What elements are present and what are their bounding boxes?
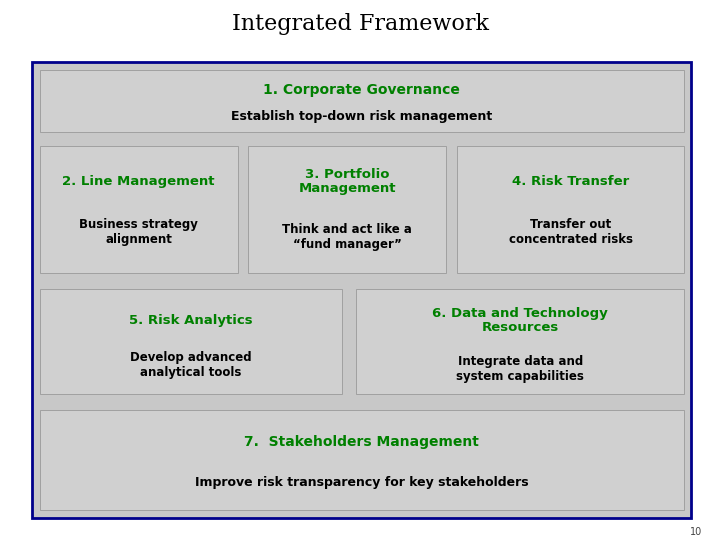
Text: 6. Data and Technology
Resources: 6. Data and Technology Resources [432, 307, 608, 334]
Text: Think and act like a
“fund manager”: Think and act like a “fund manager” [282, 223, 413, 251]
Text: Integrated Framework: Integrated Framework [232, 14, 488, 35]
Text: Improve risk transparency for key stakeholders: Improve risk transparency for key stakeh… [195, 476, 528, 489]
FancyBboxPatch shape [356, 289, 684, 394]
FancyBboxPatch shape [32, 62, 691, 518]
FancyBboxPatch shape [457, 146, 684, 273]
Text: 4. Risk Transfer: 4. Risk Transfer [512, 175, 629, 188]
FancyBboxPatch shape [248, 146, 446, 273]
Text: 1. Corporate Governance: 1. Corporate Governance [264, 83, 460, 97]
Text: 2. Line Management: 2. Line Management [63, 175, 215, 188]
Text: Integrate data and
system capabilities: Integrate data and system capabilities [456, 355, 584, 383]
Text: Establish top-down risk management: Establish top-down risk management [231, 110, 492, 123]
Text: 7.  Stakeholders Management: 7. Stakeholders Management [244, 435, 480, 449]
Text: 10: 10 [690, 527, 702, 537]
Text: Business strategy
alignment: Business strategy alignment [79, 218, 198, 246]
Text: 5. Risk Analytics: 5. Risk Analytics [129, 314, 253, 327]
FancyBboxPatch shape [40, 289, 342, 394]
Text: 3. Portfolio
Management: 3. Portfolio Management [299, 167, 396, 195]
Text: Develop advanced
analytical tools: Develop advanced analytical tools [130, 350, 251, 379]
FancyBboxPatch shape [40, 410, 684, 510]
FancyBboxPatch shape [40, 146, 238, 273]
Text: Transfer out
concentrated risks: Transfer out concentrated risks [508, 218, 633, 246]
FancyBboxPatch shape [40, 70, 684, 132]
